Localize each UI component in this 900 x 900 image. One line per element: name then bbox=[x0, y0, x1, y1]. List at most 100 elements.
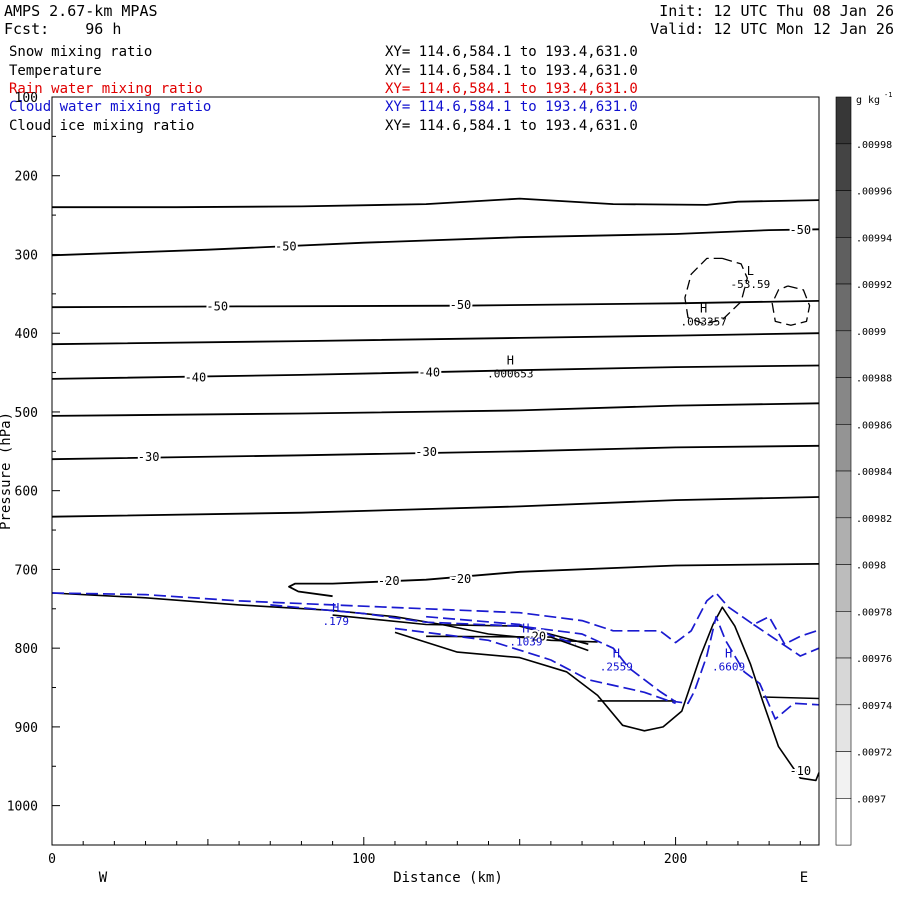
colorbar-level-label: .0097 bbox=[856, 794, 886, 805]
field-name-temperature: Temperature bbox=[9, 63, 102, 79]
y-tick-label: 100 bbox=[15, 91, 38, 106]
isotherm-label: -40 bbox=[418, 366, 440, 380]
colorbar-cell bbox=[835, 657, 852, 706]
field-xy-cloud-ice: XY= 114.6,584.1 to 193.4,631.0 bbox=[385, 118, 638, 134]
isotherm-line bbox=[51, 364, 820, 380]
colorbar-level-label: .00992 bbox=[856, 280, 892, 291]
extremum-value: .179 bbox=[322, 615, 349, 628]
colorbar-level-label: .00982 bbox=[856, 514, 892, 525]
field-xy-snow: XY= 114.6,584.1 to 193.4,631.0 bbox=[385, 44, 638, 60]
west-label: W bbox=[99, 870, 108, 886]
isotherm-line bbox=[52, 197, 820, 209]
colorbar-level-label: .0099 bbox=[856, 327, 886, 338]
extrema-annotations: H.179 H.1039H.2559H.6609H.000653H.003357L… bbox=[322, 264, 770, 674]
cloud-water-contour bbox=[753, 623, 820, 657]
extremum-value: .2559 bbox=[600, 661, 633, 674]
colorbar-cell bbox=[835, 377, 852, 425]
snow-contour bbox=[762, 696, 820, 700]
extremum-marker: L bbox=[747, 264, 754, 278]
extremum-marker: H bbox=[613, 647, 620, 661]
y-tick-label: 600 bbox=[15, 485, 38, 500]
plot-frame bbox=[51, 96, 820, 846]
colorbar-level-label: .00972 bbox=[856, 748, 892, 759]
y-tick-label: 400 bbox=[15, 327, 38, 342]
y-tick-label: 1000 bbox=[7, 800, 38, 815]
extremum-marker: H bbox=[725, 647, 732, 661]
extremum-value: .6609 bbox=[712, 661, 745, 674]
colorbar-cell bbox=[835, 704, 852, 752]
colorbar-cell bbox=[835, 190, 852, 238]
model-title: AMPS 2.67-km MPAS bbox=[4, 2, 158, 20]
colorbar-unit: g kg bbox=[856, 95, 880, 106]
colorbar-level-label: .00978 bbox=[856, 607, 892, 618]
x-tick-label: 0 bbox=[48, 852, 56, 867]
temperature-isotherms bbox=[51, 197, 820, 598]
extremum-value: .003357 bbox=[680, 316, 726, 329]
colorbar-cell bbox=[835, 564, 852, 612]
y-axis-label: Pressure (hPa) bbox=[0, 412, 14, 530]
extremum-marker: H bbox=[507, 354, 514, 368]
isotherm-label: -50 bbox=[275, 240, 297, 254]
cloud-ice-contour bbox=[684, 257, 748, 325]
y-tick-label: 700 bbox=[15, 563, 38, 578]
snow-contours bbox=[51, 592, 820, 782]
x-axis: 0 100 200 bbox=[48, 837, 801, 867]
extremum-marker: H bbox=[522, 621, 529, 635]
colorbar-cell bbox=[835, 423, 852, 472]
isotherm-label: -50 bbox=[789, 223, 811, 237]
isotherm-label: -40 bbox=[185, 370, 207, 384]
y-tick-label: 500 bbox=[15, 406, 38, 421]
isotherm-label: -10 bbox=[789, 764, 811, 778]
isotherm-label: -20 bbox=[378, 574, 400, 588]
isotherm-line bbox=[51, 402, 820, 417]
field-name-snow: Snow mixing ratio bbox=[9, 44, 153, 60]
cloud-water-contour bbox=[394, 627, 676, 705]
field-name-cloud-water: Cloud water mixing ratio bbox=[9, 99, 212, 115]
x-axis-label: Distance (km) bbox=[393, 870, 503, 886]
snow-contour bbox=[51, 592, 598, 643]
isotherm-label: -30 bbox=[138, 450, 160, 464]
snow-contour bbox=[426, 635, 589, 652]
isotherm-line bbox=[51, 228, 820, 257]
colorbar-level-label: .00994 bbox=[856, 233, 892, 244]
extremum-marker: H bbox=[700, 302, 707, 316]
cloud-water-contours bbox=[51, 592, 820, 720]
colorbar-cell bbox=[835, 283, 852, 332]
colorbar-level-label: .00974 bbox=[856, 701, 892, 712]
colorbar-cell bbox=[835, 797, 852, 846]
cloud-ice-contour bbox=[771, 285, 811, 326]
colorbar-level-label: .00996 bbox=[856, 187, 892, 198]
isotherm-line bbox=[51, 496, 820, 518]
colorbar-level-label: .00976 bbox=[856, 654, 892, 665]
x-tick-label: 100 bbox=[352, 852, 375, 867]
field-xy-temperature: XY= 114.6,584.1 to 193.4,631.0 bbox=[385, 63, 638, 79]
forecast-hour: Fcst: 96 h bbox=[4, 20, 122, 38]
field-xy-cloud-water: XY= 114.6,584.1 to 193.4,631.0 bbox=[385, 99, 638, 115]
isotherm-label: -50 bbox=[206, 299, 228, 313]
extremum-value: -53.59 bbox=[731, 278, 771, 291]
colorbar-cell bbox=[835, 96, 852, 145]
extremum-marker: H bbox=[332, 601, 339, 615]
isotherm-label: -20 bbox=[524, 629, 546, 643]
isotherm-line bbox=[51, 300, 820, 309]
extremum-value: .1039 bbox=[509, 635, 542, 648]
isotherm-label: -50 bbox=[450, 298, 472, 312]
valid-time: Valid: 12 UTC Mon 12 Jan 26 bbox=[650, 20, 894, 38]
isotherm-line bbox=[51, 332, 820, 346]
isotherm-line bbox=[51, 444, 820, 461]
snow-contour bbox=[394, 606, 820, 782]
x-tick-label: 200 bbox=[664, 852, 687, 867]
colorbar-cell bbox=[835, 330, 852, 378]
y-tick-label: 800 bbox=[15, 642, 38, 657]
east-label: E bbox=[800, 870, 808, 886]
colorbar-level-label: .00984 bbox=[856, 467, 892, 478]
colorbar-cell bbox=[835, 517, 852, 565]
y-tick-label: 300 bbox=[15, 248, 38, 263]
colorbar-cell bbox=[835, 751, 852, 799]
colorbar-cell bbox=[835, 470, 852, 519]
y-axis: 100 200 300 400 500 600 700 800 900 1000 bbox=[7, 91, 60, 815]
colorbar: .00998 .00996 .00994 .00992 .0099 .00988 .0098… bbox=[835, 91, 892, 846]
field-name-rain: Rain water mixing ratio bbox=[9, 81, 203, 97]
colorbar-level-label: .00986 bbox=[856, 420, 892, 431]
